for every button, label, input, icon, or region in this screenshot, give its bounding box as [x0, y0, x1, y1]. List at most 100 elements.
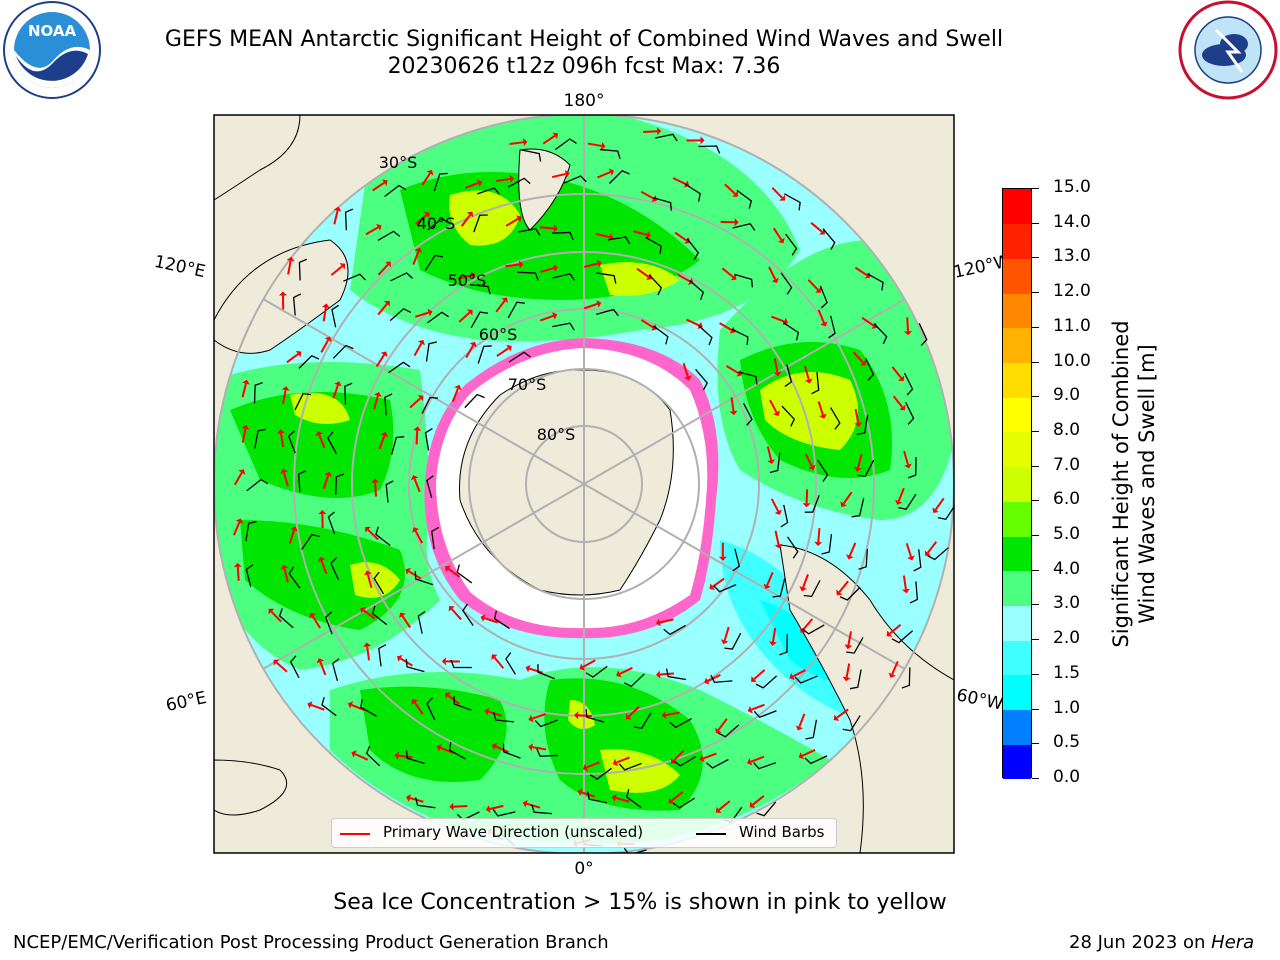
- wind-barb: [653, 197, 673, 211]
- wave-direction-arrow: [587, 142, 602, 147]
- wave-direction-arrow: [774, 530, 780, 545]
- wave-direction-arrowhead: [795, 725, 804, 731]
- wave-direction-arrow: [854, 266, 868, 277]
- wind-barb: [618, 762, 642, 771]
- wind-barb: [360, 699, 377, 717]
- wave-direction-arrow: [845, 663, 851, 678]
- wind-barb: [507, 301, 525, 319]
- wave-direction-arrowhead: [445, 565, 451, 573]
- wave-direction-arrowhead: [596, 300, 602, 308]
- wind-barb: [717, 724, 740, 738]
- colorbar-tick: [1032, 639, 1039, 641]
- colorbar-tick-label: 1.5: [1053, 662, 1081, 683]
- wave-direction-arrowhead: [417, 339, 425, 346]
- wave-direction-arrowhead: [360, 607, 366, 614]
- wave-direction-arrowhead: [295, 350, 302, 358]
- wave-direction-arrow: [766, 572, 774, 586]
- wave-direction-arrow: [619, 666, 633, 675]
- wind-barb: [517, 228, 541, 236]
- wind-barb: [672, 797, 696, 809]
- wave-direction-arrow: [723, 626, 730, 641]
- wave-direction-arrowhead: [347, 701, 354, 709]
- wave-direction-arrowhead: [233, 562, 242, 568]
- lon-label-180: 180°: [564, 91, 605, 111]
- wind-barb: [331, 658, 340, 682]
- wind-barb: [321, 696, 337, 717]
- wind-barb: [599, 148, 621, 160]
- wave-direction-arrow: [798, 713, 806, 728]
- wind-barb: [421, 396, 439, 414]
- wave-direction-arrow: [897, 487, 905, 502]
- wave-direction-arrow: [677, 273, 691, 283]
- wind-barb: [803, 580, 821, 598]
- wind-barb: [344, 382, 353, 405]
- wave-direction-arrow: [852, 351, 864, 364]
- wind-barb: [551, 231, 574, 241]
- wave-direction-arrowhead: [365, 526, 371, 533]
- wind-barb: [552, 322, 575, 331]
- wind-barb: [753, 762, 777, 770]
- wave-direction-arrow: [861, 316, 875, 327]
- wave-direction-arrowhead: [309, 612, 317, 619]
- wave-direction-arrowhead: [321, 303, 330, 309]
- noaa-logo: NOAA: [3, 1, 101, 99]
- wind-barb: [732, 548, 741, 572]
- wave-direction-arrow: [750, 755, 765, 763]
- wave-direction-arrow: [752, 795, 765, 806]
- wave-direction-arrowhead: [371, 478, 380, 483]
- wave-direction-arrow: [643, 130, 658, 134]
- wave-direction-arrow: [805, 489, 809, 504]
- wave-direction-arrow: [889, 623, 902, 635]
- wave-direction-arrow: [712, 577, 725, 588]
- colorbar-segment: [1003, 605, 1031, 641]
- wind-barb: [531, 804, 553, 815]
- wind-barb: [909, 581, 919, 604]
- wind-barb: [563, 175, 587, 184]
- wave-direction-arrowhead: [608, 168, 615, 176]
- wave-direction-arrowhead: [661, 711, 667, 720]
- wave-direction-arrow: [539, 226, 555, 230]
- colorbar-tick-label: 2.0: [1053, 628, 1081, 649]
- wave-direction-arrowhead: [307, 701, 313, 709]
- wind-barb: [903, 372, 914, 396]
- wind-barb: [587, 791, 607, 804]
- wind-barb: [424, 254, 444, 271]
- wave-direction-arrow: [241, 383, 247, 398]
- wave-direction-arrow: [817, 309, 825, 324]
- wave-direction-arrow: [532, 746, 547, 751]
- wave-direction-arrowhead: [715, 727, 722, 734]
- wave-direction-arrow: [287, 260, 292, 275]
- wind-barb: [585, 665, 608, 678]
- wind-barb: [695, 368, 709, 391]
- wave-direction-arrow: [366, 646, 371, 661]
- wave-direction-arrowhead: [808, 464, 816, 471]
- wave-direction-arrowhead: [774, 543, 783, 549]
- wind-barb: [453, 696, 472, 711]
- colorbar-segment: [1003, 570, 1031, 606]
- wave-direction-arrowhead: [842, 676, 851, 682]
- wave-direction-arrowhead: [804, 378, 813, 384]
- wave-direction-arrowhead: [333, 206, 342, 212]
- wind-barb: [891, 630, 914, 644]
- wind-barb: [734, 273, 754, 288]
- wave-direction-arrow: [892, 395, 904, 408]
- wind-barb: [254, 428, 267, 449]
- colorbar-tick: [1032, 188, 1039, 189]
- colorbar-tick-label: 14.0: [1053, 211, 1091, 232]
- wave-direction-arrowhead: [751, 676, 757, 683]
- wind-barb: [858, 548, 869, 570]
- wind-barb: [856, 415, 869, 436]
- wave-direction-arrow: [413, 478, 421, 493]
- wave-direction-arrowhead: [281, 386, 290, 391]
- wave-direction-arrowhead: [426, 170, 434, 176]
- wave-direction-arrowhead: [773, 410, 781, 416]
- wave-direction-arrow: [374, 482, 378, 497]
- wave-direction-arrow: [465, 344, 475, 359]
- colorbar-tick: [1032, 222, 1039, 224]
- colorbar-segment: [1003, 189, 1031, 225]
- colorbar-title-line1: Significant Height of Combined: [1109, 320, 1133, 648]
- wave-direction-arrow: [810, 222, 823, 233]
- wave-direction-arrow: [505, 263, 520, 268]
- lon-label-60w: 60°W: [955, 685, 1005, 714]
- wind-barb: [390, 272, 413, 282]
